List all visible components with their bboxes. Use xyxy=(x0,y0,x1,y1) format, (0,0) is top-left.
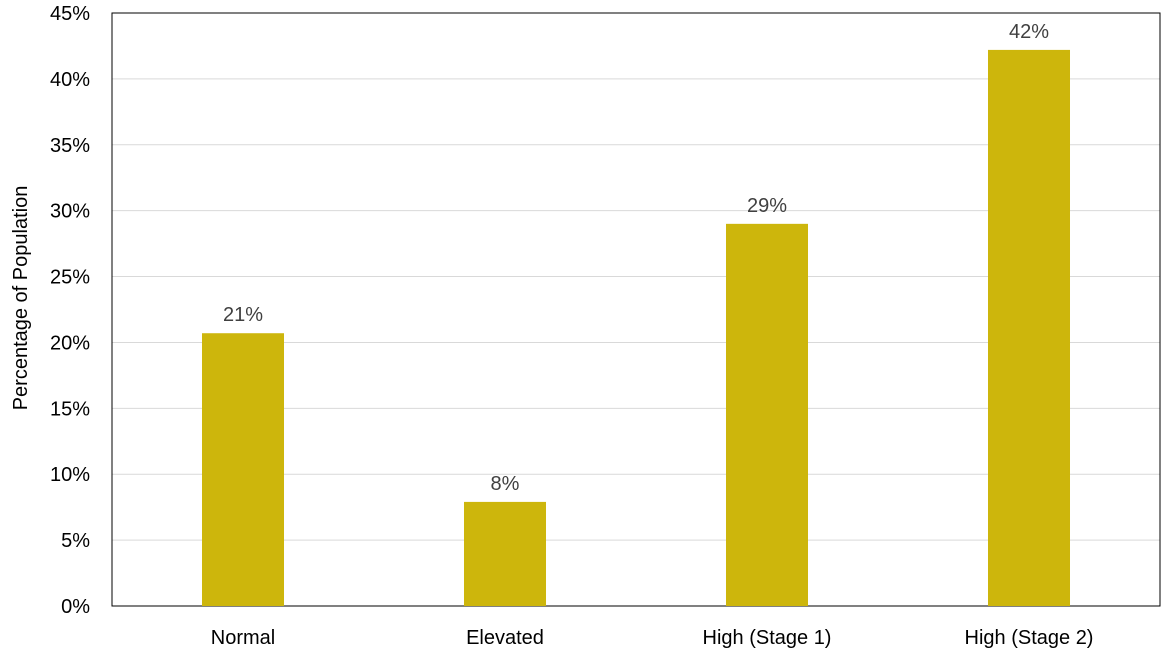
bar xyxy=(725,223,809,606)
data-labels: 21% 8% 29% 42% xyxy=(223,21,1049,495)
y-axis-title: Percentage of Population xyxy=(10,186,32,411)
y-tick-label: 35% xyxy=(50,135,90,157)
data-label: 29% xyxy=(747,195,787,217)
bar xyxy=(201,333,285,606)
x-category-label: High (Stage 2) xyxy=(965,627,1094,649)
y-tick-label: 40% xyxy=(50,69,90,91)
y-axis-tick-labels: 0% 5% 10% 15% 20% 25% 30% 35% 40% 45% xyxy=(50,3,90,618)
y-tick-label: 0% xyxy=(61,596,90,618)
x-category-label: Normal xyxy=(211,627,275,649)
x-category-label: High (Stage 1) xyxy=(703,627,832,649)
y-tick-label: 45% xyxy=(50,3,90,25)
y-tick-label: 30% xyxy=(50,201,90,223)
bars xyxy=(201,49,1071,607)
plot-area-frame xyxy=(111,12,1161,607)
bar xyxy=(463,501,547,606)
y-tick-label: 25% xyxy=(50,267,90,289)
y-tick-label: 20% xyxy=(50,332,90,354)
data-label: 8% xyxy=(491,473,520,495)
x-category-label: Elevated xyxy=(466,627,544,649)
bar xyxy=(987,49,1071,607)
y-tick-label: 5% xyxy=(61,530,90,552)
y-tick-label: 15% xyxy=(50,398,90,420)
gridlines xyxy=(112,78,1160,541)
data-label: 42% xyxy=(1009,21,1049,43)
x-axis-category-labels: Normal Elevated High (Stage 1) High (Stage … xyxy=(211,627,1094,649)
y-tick-label: 10% xyxy=(50,464,90,486)
data-label: 21% xyxy=(223,304,263,326)
